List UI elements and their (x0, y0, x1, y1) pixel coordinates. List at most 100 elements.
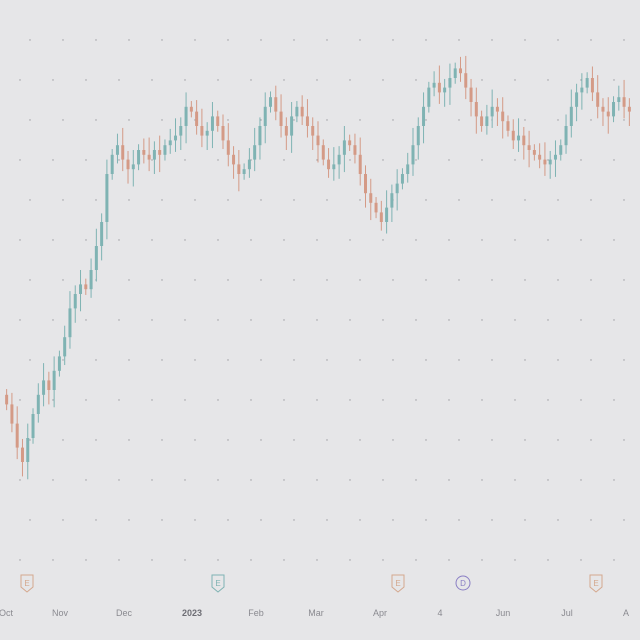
candle (26, 423, 30, 480)
candle (184, 92, 188, 144)
grid-dot (260, 439, 262, 441)
earnings-marker[interactable]: E (589, 574, 603, 593)
x-tick-label: Jun (496, 608, 511, 618)
grid-dot (458, 519, 460, 521)
grid-dot (29, 439, 31, 441)
grid-dot (524, 279, 526, 281)
grid-dot (161, 359, 163, 361)
dividend-marker[interactable]: D (455, 575, 471, 591)
candle-body (316, 135, 320, 146)
grid-dot (184, 559, 186, 561)
grid-dot (392, 119, 394, 121)
candle-body (553, 154, 557, 160)
grid-dot (250, 479, 252, 481)
candle (242, 163, 246, 180)
candle (115, 133, 119, 164)
candle (369, 178, 373, 221)
candle (590, 66, 594, 102)
grid-dot (128, 519, 130, 521)
candle-body (226, 140, 230, 155)
grid-dot (590, 199, 592, 201)
grid-dot (62, 199, 64, 201)
grid-dot (448, 559, 450, 561)
grid-dot (425, 439, 427, 441)
grid-dot (52, 399, 54, 401)
candle (379, 200, 383, 231)
candle-body (580, 87, 584, 93)
grid-dot (326, 119, 328, 121)
candle (490, 89, 494, 128)
candle (126, 150, 130, 184)
event-marker-label: E (593, 579, 598, 588)
grid-dot (514, 559, 516, 561)
grid-dot (128, 359, 130, 361)
grid-dot (623, 359, 625, 361)
x-tick-label: Mar (308, 608, 324, 618)
grid-dot (524, 359, 526, 361)
grid-dot (293, 359, 295, 361)
grid-dot (161, 519, 163, 521)
grid-dot (359, 279, 361, 281)
grid-dot (184, 79, 186, 81)
candle (73, 285, 77, 323)
candle-body (131, 164, 135, 170)
candle (263, 92, 267, 144)
grid-dot (227, 39, 229, 41)
grid-dot (415, 159, 417, 161)
candle-body (200, 126, 204, 136)
candle (469, 78, 473, 117)
candle (543, 142, 547, 176)
candle-body (274, 97, 278, 112)
candle-series (5, 55, 631, 480)
candle-body (448, 78, 452, 88)
grid-dot (382, 79, 384, 81)
candle-body (548, 159, 552, 165)
candle-body (221, 126, 225, 141)
candle-body (612, 102, 616, 117)
grid-dot (151, 239, 153, 241)
candle-body (606, 111, 610, 117)
grid-dot (392, 439, 394, 441)
grid-dot (194, 439, 196, 441)
candle (480, 110, 484, 132)
candle-body (501, 111, 505, 122)
candle (342, 126, 346, 173)
grid-dot (316, 479, 318, 481)
earnings-marker[interactable]: E (211, 574, 225, 593)
candle-body (416, 126, 420, 146)
candle-body (189, 106, 193, 112)
grid-dot (184, 239, 186, 241)
candle-body (126, 159, 130, 170)
candle (305, 99, 309, 138)
grid-dot (425, 359, 427, 361)
candle (422, 92, 426, 144)
candle-body (543, 159, 547, 165)
candle (358, 137, 362, 186)
candle (585, 72, 589, 94)
candle-body (432, 82, 436, 88)
grid-dot (613, 239, 615, 241)
grid-dot (283, 239, 285, 241)
grid-dot (260, 359, 262, 361)
grid-dot (293, 39, 295, 41)
grid-dot (29, 279, 31, 281)
grid-dot (217, 399, 219, 401)
grid-dot (283, 319, 285, 321)
earnings-marker[interactable]: E (20, 574, 34, 593)
candle (511, 119, 515, 150)
candle (569, 89, 573, 138)
grid-dot (151, 559, 153, 561)
grid-dot (458, 199, 460, 201)
candle-body (327, 159, 331, 170)
grid-dot (52, 159, 54, 161)
grid-dot (19, 79, 21, 81)
candle (205, 122, 209, 150)
candle-body (174, 135, 178, 141)
candle (110, 149, 114, 180)
candle (137, 144, 141, 171)
candle-body (158, 150, 162, 155)
earnings-marker[interactable]: E (391, 574, 405, 593)
candle (485, 104, 489, 135)
